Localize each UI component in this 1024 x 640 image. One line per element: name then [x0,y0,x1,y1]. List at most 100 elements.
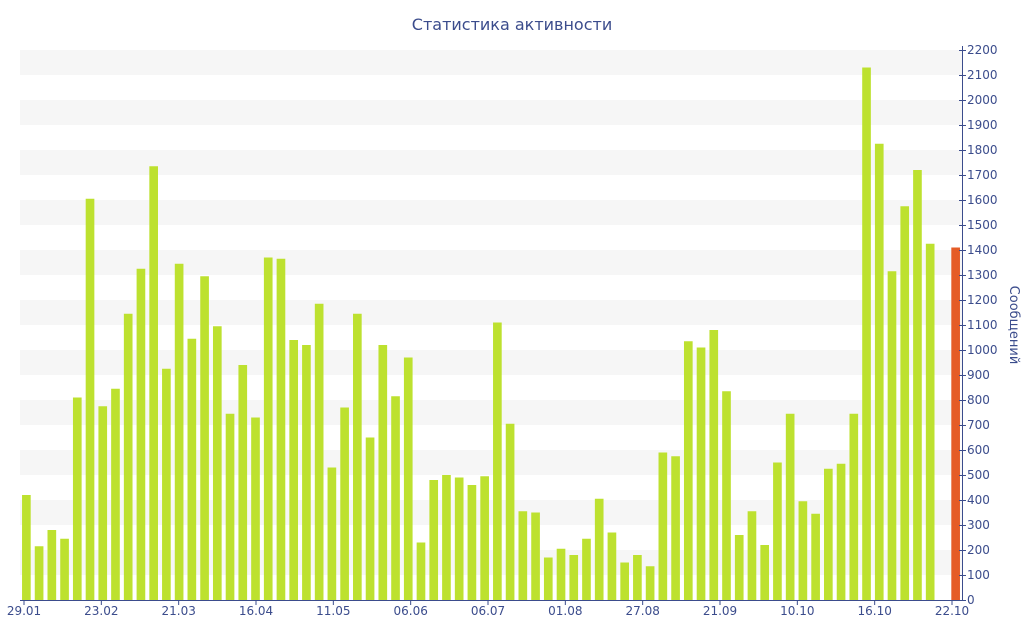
bar[interactable] [314,303,324,600]
bar[interactable] [263,257,273,601]
x-tick-label: 27.08 [625,604,659,618]
grid-band [20,50,962,75]
bar[interactable] [607,532,617,601]
x-tick-label: 21.09 [703,604,737,618]
y-tick-label: 600 [967,443,990,457]
bar[interactable] [773,462,782,601]
y-tick-label: 0 [967,593,975,607]
bar[interactable] [340,407,349,601]
bar[interactable] [34,546,44,600]
y-tick-label: 400 [967,493,990,507]
bar[interactable] [365,437,375,601]
bar[interactable] [225,413,235,600]
bar[interactable] [60,538,69,600]
bar[interactable] [467,485,477,600]
bar[interactable] [594,498,604,600]
y-tick-label: 2200 [967,43,998,57]
bar[interactable] [951,247,960,601]
bar[interactable] [505,423,515,600]
bar[interactable] [111,388,120,600]
bar[interactable] [811,513,820,600]
bar[interactable] [633,555,642,600]
bar[interactable] [416,542,426,601]
bar[interactable] [302,345,311,600]
bar[interactable] [696,347,706,601]
y-axis-ticks: 0 100 200 300 400 500 600 700 800 900 1000 1100 1200… [959,43,998,607]
bar[interactable] [518,511,528,600]
bar[interactable] [722,391,731,600]
grid-band [20,550,962,575]
bar[interactable] [212,326,222,600]
bar[interactable] [671,456,680,600]
bar[interactable] [85,198,95,600]
bar[interactable] [709,330,719,600]
bar[interactable] [925,243,935,600]
x-axis-ticks: 29.01 23.02 21.03 16.04 11.05 06.06 06.07 01.08… [7,600,969,618]
y-tick-label: 1900 [967,118,998,132]
bar[interactable] [276,258,286,600]
bar[interactable] [327,467,337,601]
bar[interactable] [353,313,362,600]
bar[interactable] [798,501,808,600]
bar[interactable] [378,345,388,600]
bar[interactable] [200,276,209,600]
y-tick-label: 1500 [967,218,998,232]
bar[interactable] [136,268,146,600]
bar[interactable] [98,406,108,600]
y-tick-label: 1200 [967,293,998,307]
grid-band [20,250,962,275]
bar[interactable] [785,413,795,600]
bar[interactable] [658,452,668,601]
bar[interactable] [22,495,31,600]
bar[interactable] [72,397,82,601]
bar[interactable] [442,475,451,600]
bar[interactable] [480,476,489,600]
bar[interactable] [174,263,184,600]
bars [22,67,960,601]
bar[interactable] [913,170,922,600]
y-tick-label: 1800 [967,143,998,157]
bar[interactable] [391,396,400,600]
bar[interactable] [403,357,413,601]
x-tick-label: 29.01 [7,604,41,618]
y-tick-label: 200 [967,543,990,557]
bar[interactable] [734,535,744,600]
bar[interactable] [123,313,133,600]
bar[interactable] [531,512,540,601]
x-tick-label: 10.10 [780,604,814,618]
bar[interactable] [556,548,566,600]
bar[interactable] [493,322,502,601]
bar[interactable] [251,417,260,601]
bar[interactable] [645,566,655,600]
bar[interactable] [149,166,158,600]
bar[interactable] [747,511,757,600]
bar[interactable] [569,555,579,600]
bar[interactable] [289,340,299,600]
bar[interactable] [862,67,871,601]
y-tick-label: 300 [967,518,990,532]
y-tick-label: 1600 [967,193,998,207]
bar[interactable] [187,338,197,600]
bar[interactable] [620,562,629,601]
bar[interactable] [887,271,897,600]
grid-band [20,450,962,475]
y-tick-label: 700 [967,418,990,432]
bar[interactable] [47,530,57,600]
bar[interactable] [849,413,859,600]
bar[interactable] [824,468,833,600]
bar[interactable] [760,545,770,600]
bar[interactable] [836,463,846,600]
bar[interactable] [900,206,910,600]
bar[interactable] [238,365,248,600]
y-tick-label: 500 [967,468,990,482]
bar[interactable] [454,477,464,601]
bar[interactable] [162,368,171,600]
bar[interactable] [429,480,439,600]
bar[interactable] [582,538,591,600]
bar[interactable] [874,143,884,600]
bar[interactable] [543,557,553,601]
grid-band [20,500,962,525]
bar[interactable] [683,341,693,600]
grid-bands [20,50,962,575]
